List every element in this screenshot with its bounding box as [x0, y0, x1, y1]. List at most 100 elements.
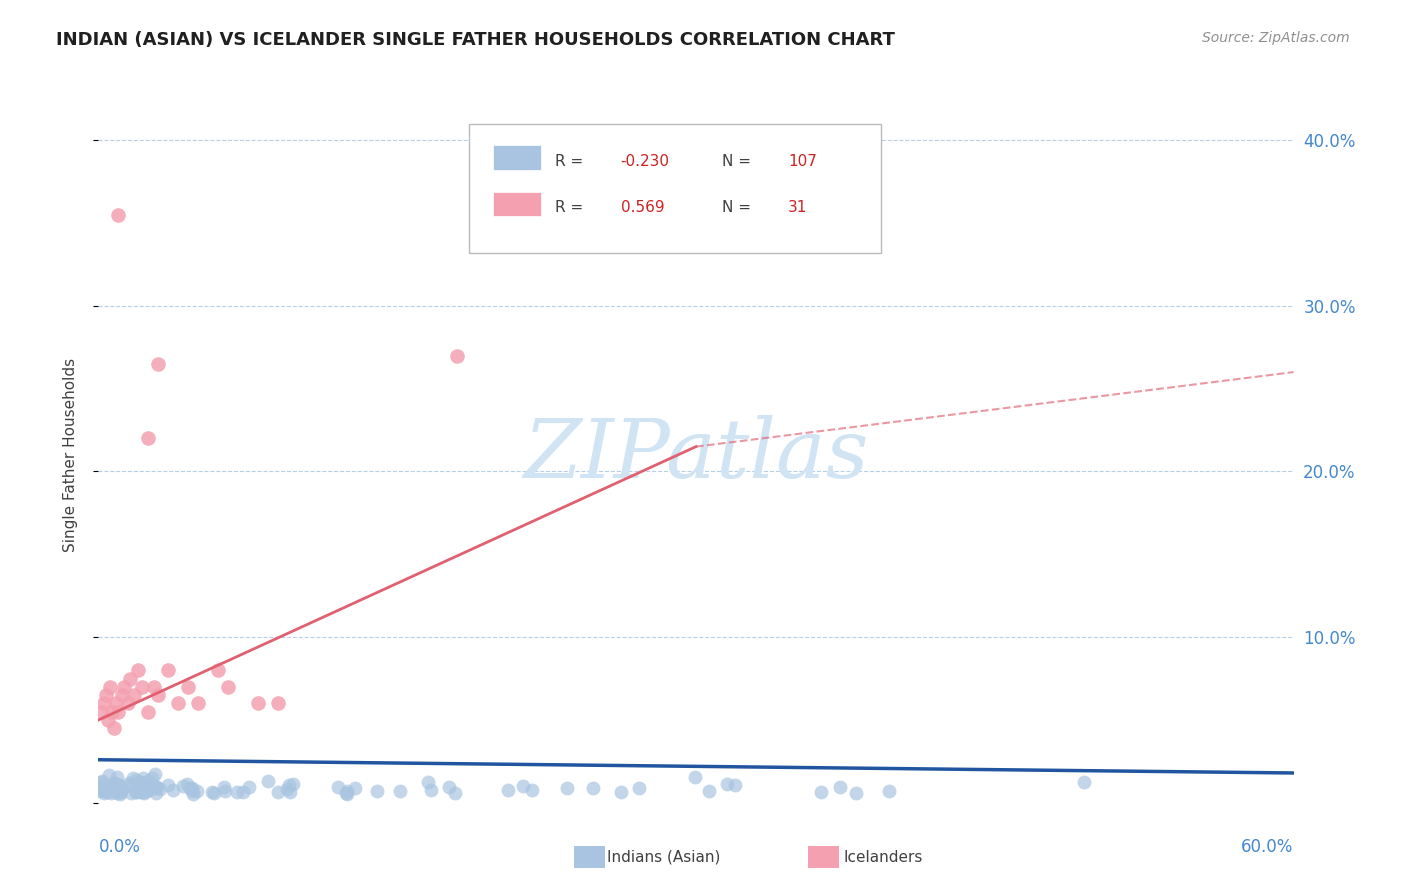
Point	[699, 784, 721, 798]
Point	[335, 786, 357, 800]
Point	[366, 784, 388, 798]
Point	[100, 786, 122, 800]
Point	[111, 781, 134, 796]
Point	[181, 787, 204, 801]
Point	[136, 776, 159, 790]
Point	[118, 778, 141, 792]
FancyBboxPatch shape	[470, 124, 882, 253]
Point	[810, 785, 832, 799]
Point	[122, 772, 145, 786]
Point	[136, 431, 159, 445]
Point	[107, 784, 129, 798]
Point	[610, 785, 633, 799]
Point	[179, 780, 201, 795]
Point	[90, 775, 112, 789]
Point	[145, 786, 167, 800]
Point	[107, 778, 129, 792]
Point	[157, 778, 180, 792]
Point	[125, 779, 148, 793]
Point	[132, 786, 155, 800]
Point	[238, 780, 260, 794]
Point	[136, 774, 159, 789]
Point	[132, 785, 155, 799]
Point	[131, 680, 153, 694]
Point	[108, 784, 131, 798]
Text: 107: 107	[787, 153, 817, 169]
Point	[142, 778, 165, 792]
Point	[167, 697, 190, 711]
Point	[93, 697, 115, 711]
Point	[267, 697, 290, 711]
Text: Icelanders: Icelanders	[844, 850, 922, 864]
Point	[132, 771, 155, 785]
Point	[177, 680, 200, 694]
Point	[108, 778, 131, 792]
Point	[212, 780, 235, 794]
Point	[91, 705, 114, 719]
Point	[101, 705, 124, 719]
Point	[89, 784, 111, 798]
Point	[520, 783, 543, 797]
Point	[90, 781, 112, 796]
Point	[328, 780, 350, 794]
Point	[129, 775, 152, 789]
Point	[118, 775, 141, 789]
Text: 60.0%: 60.0%	[1241, 838, 1294, 855]
Point	[103, 776, 125, 790]
Point	[582, 780, 605, 795]
Bar	[494, 192, 541, 216]
Point	[148, 688, 170, 702]
Point	[105, 786, 128, 800]
Point	[105, 770, 128, 784]
Text: 0.569: 0.569	[620, 201, 664, 216]
Point	[132, 782, 155, 797]
Point	[120, 672, 142, 686]
Point	[1073, 775, 1095, 789]
Point	[176, 776, 198, 790]
Text: Indians (Asian): Indians (Asian)	[607, 850, 721, 864]
Point	[125, 785, 148, 799]
Point	[110, 785, 132, 799]
Point	[278, 778, 301, 792]
Point	[96, 783, 118, 797]
Point	[278, 785, 301, 799]
Point	[201, 785, 224, 799]
Point	[716, 777, 738, 791]
Point	[388, 784, 411, 798]
Point	[336, 783, 359, 797]
Point	[157, 663, 180, 677]
Point	[181, 781, 204, 796]
Point	[724, 778, 747, 792]
Point	[136, 784, 159, 798]
Point	[145, 780, 167, 795]
Point	[149, 781, 172, 796]
Point	[257, 774, 280, 789]
Point	[103, 778, 125, 792]
Point	[344, 781, 367, 796]
Point	[143, 767, 166, 781]
Point	[187, 697, 209, 711]
Point	[627, 780, 650, 795]
Text: R =: R =	[555, 201, 588, 216]
Point	[143, 680, 166, 694]
Point	[96, 785, 118, 799]
Point	[90, 773, 112, 788]
Text: R =: R =	[555, 153, 588, 169]
Point	[129, 776, 152, 790]
Point	[162, 782, 184, 797]
Point	[217, 680, 239, 694]
Point	[845, 786, 868, 800]
Text: Source: ZipAtlas.com: Source: ZipAtlas.com	[1202, 31, 1350, 45]
Bar	[494, 145, 541, 169]
Point	[202, 786, 225, 800]
Point	[111, 688, 134, 702]
Point	[124, 688, 146, 702]
Point	[336, 787, 359, 801]
Point	[117, 697, 139, 711]
Point	[107, 208, 129, 222]
Point	[97, 713, 120, 727]
Text: 0.0%: 0.0%	[98, 838, 141, 855]
Point	[136, 780, 159, 794]
Point	[97, 782, 120, 797]
Point	[555, 780, 578, 795]
